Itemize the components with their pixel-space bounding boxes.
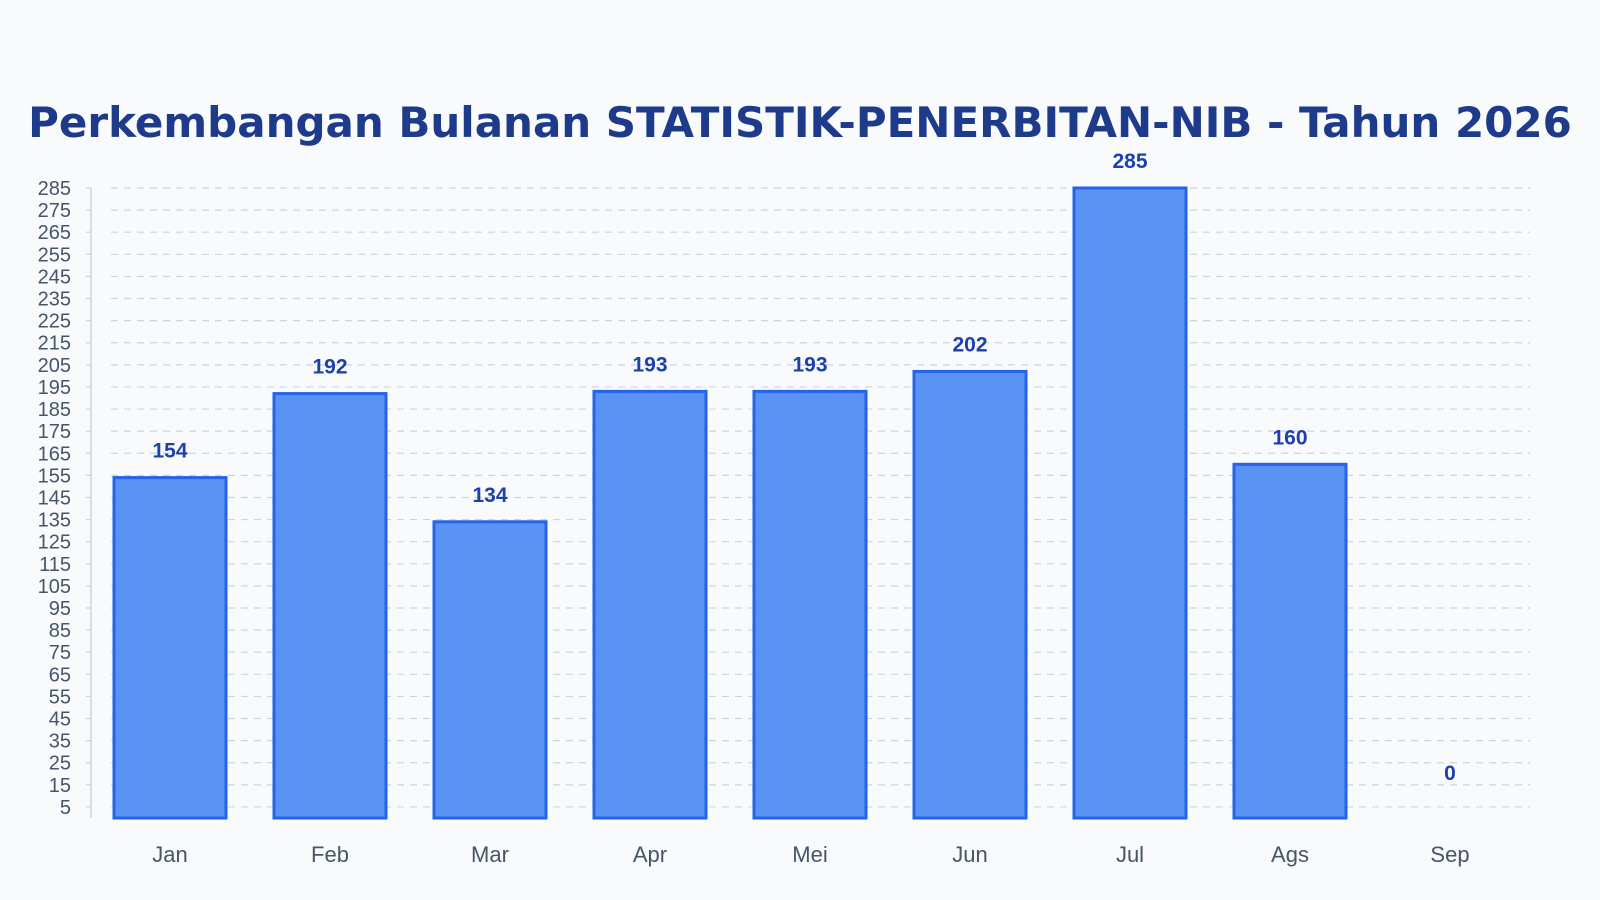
y-tick-label: 125 xyxy=(38,532,71,554)
x-tick-label-jul: Jul xyxy=(1116,842,1144,867)
bar-mar[interactable] xyxy=(432,520,548,820)
y-tick-label: 15 xyxy=(49,775,71,797)
bar-feb[interactable] xyxy=(272,392,388,820)
x-tick-label-mei: Mei xyxy=(792,842,827,867)
x-tick-label-mar: Mar xyxy=(471,842,509,867)
chart-title: Perkembangan Bulanan STATISTIK-PENERBITA… xyxy=(28,98,1572,147)
data-label-jan: 154 xyxy=(152,440,187,463)
y-tick-label: 245 xyxy=(38,266,71,288)
y-tick-label: 75 xyxy=(49,642,71,664)
bar-jun[interactable] xyxy=(912,369,1028,820)
x-tick-label-sep: Sep xyxy=(1430,842,1469,867)
bar-jan[interactable] xyxy=(112,476,228,820)
data-label-jun: 202 xyxy=(952,333,987,356)
x-ticks-layer: Jan Feb Mar Apr Mei Jun Jul Ags Sep xyxy=(152,842,1469,867)
bars-layer xyxy=(112,186,1348,820)
y-tick-label: 55 xyxy=(49,686,71,708)
y-tick-label: 45 xyxy=(49,709,71,731)
y-ticks-layer: 5152535455565758595105115125135145155165… xyxy=(38,178,91,819)
y-tick-label: 225 xyxy=(38,311,71,333)
y-tick-label: 85 xyxy=(49,620,71,642)
y-tick-label: 165 xyxy=(38,443,71,465)
bar-jul[interactable] xyxy=(1072,186,1188,820)
data-label-mar: 134 xyxy=(472,484,507,507)
y-tick-label: 35 xyxy=(49,731,71,753)
y-tick-label: 135 xyxy=(38,510,71,532)
data-label-mei: 193 xyxy=(792,353,827,376)
x-tick-label-jan: Jan xyxy=(152,842,187,867)
y-tick-label: 285 xyxy=(38,178,71,200)
y-tick-label: 115 xyxy=(39,554,71,576)
y-tick-label: 265 xyxy=(38,222,71,244)
y-tick-label: 105 xyxy=(38,576,71,598)
bar-mei[interactable] xyxy=(752,389,868,820)
y-tick-label: 255 xyxy=(38,244,71,266)
y-tick-label: 195 xyxy=(38,377,71,399)
y-tick-label: 95 xyxy=(49,598,71,620)
y-tick-label: 235 xyxy=(38,289,71,311)
bar-apr[interactable] xyxy=(592,389,708,820)
x-tick-label-ags: Ags xyxy=(1271,842,1309,867)
x-tick-label-jun: Jun xyxy=(952,842,987,867)
x-tick-label-apr: Apr xyxy=(633,842,667,867)
y-tick-label: 5 xyxy=(60,797,71,819)
data-label-feb: 192 xyxy=(312,356,347,379)
y-tick-label: 65 xyxy=(49,664,71,686)
x-tick-label-feb: Feb xyxy=(311,842,349,867)
y-tick-label: 215 xyxy=(38,333,71,355)
y-tick-label: 275 xyxy=(38,200,71,222)
y-tick-label: 185 xyxy=(38,399,71,421)
labels-layer: 154 192 134 193 193 202 285 160 0 xyxy=(152,150,1455,785)
data-label-ags: 160 xyxy=(1272,426,1307,449)
data-label-jul: 285 xyxy=(1112,150,1147,173)
y-tick-label: 205 xyxy=(38,355,71,377)
bar-ags[interactable] xyxy=(1232,462,1348,820)
data-label-sep: 0 xyxy=(1444,762,1456,785)
y-tick-label: 145 xyxy=(38,487,71,509)
data-label-apr: 193 xyxy=(632,353,667,376)
y-tick-label: 175 xyxy=(38,421,71,443)
y-tick-label: 155 xyxy=(38,465,71,487)
y-tick-label: 25 xyxy=(49,753,71,775)
